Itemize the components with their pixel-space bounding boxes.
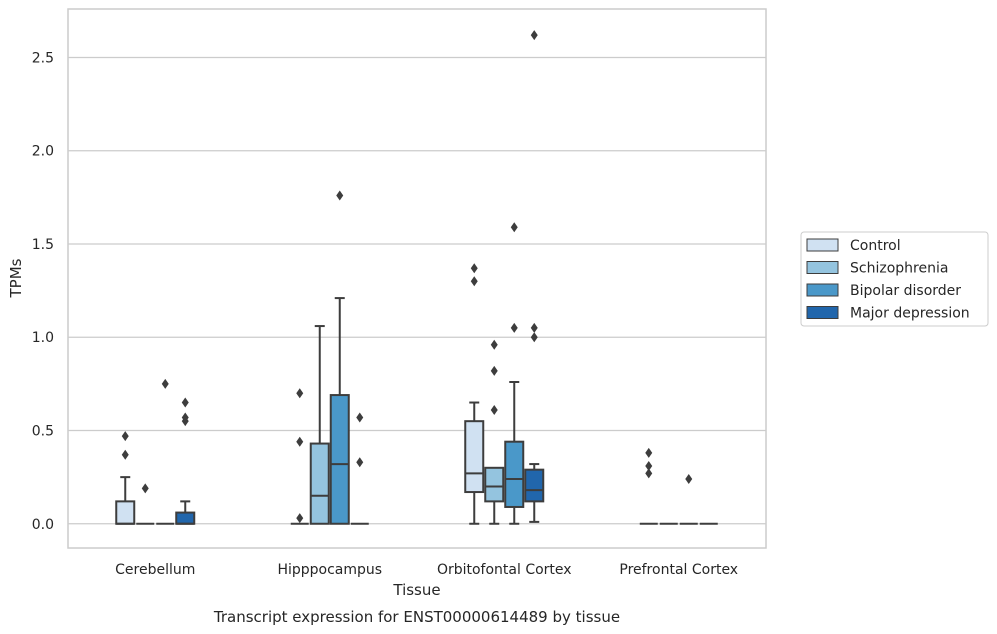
box-group [309, 325, 330, 525]
y-tick-label: 2.0 [32, 144, 54, 160]
box-group [679, 473, 698, 525]
outlier-point [510, 222, 518, 233]
outlier-point [685, 473, 693, 484]
outlier-point [181, 412, 189, 423]
box-group [524, 30, 545, 523]
box [329, 394, 350, 525]
outlier-point [645, 468, 653, 479]
legend-swatch [806, 238, 839, 252]
box-group [329, 190, 350, 525]
y-tick-label: 0.5 [32, 424, 54, 440]
outlier-point [490, 339, 498, 350]
box-group [136, 483, 155, 525]
legend-swatch [806, 261, 839, 274]
box-group [504, 222, 525, 525]
chart-title: Transcript expression for ENST0000061448… [213, 608, 620, 626]
box [115, 500, 136, 525]
outlier-point [510, 322, 518, 333]
outlier-point [121, 431, 129, 442]
box-group [115, 431, 136, 525]
box [309, 442, 330, 525]
box [175, 511, 196, 525]
box-group [484, 339, 505, 525]
plot-background [68, 9, 766, 548]
outlier-point [296, 436, 304, 447]
legend: Control Schizophrenia Bipolar disorder Majo… [800, 231, 989, 327]
legend-entry: Major depression [850, 306, 970, 322]
legend-frame [800, 231, 989, 327]
outlier-point [645, 447, 653, 458]
box-group [350, 412, 369, 525]
legend-entry: Bipolar disorder [850, 283, 961, 299]
x-tick-label: Cerebellum [115, 562, 195, 578]
x-tick-labels: Cerebellum Hipppocampus Orbitofontal Corte… [115, 562, 738, 578]
box [504, 440, 525, 508]
outlier-point [356, 457, 364, 468]
outlier-point [490, 404, 498, 415]
legend-entry: Control [850, 238, 901, 254]
box-group [464, 263, 485, 525]
box [524, 468, 545, 503]
outlier-point [645, 460, 653, 471]
x-tick-label: Orbitofontal Cortex [437, 562, 572, 578]
outlier-point [296, 513, 304, 524]
outlier-point [356, 412, 364, 423]
box-group [290, 388, 309, 525]
outlier-point [296, 388, 304, 399]
outlier-point [490, 365, 498, 376]
outlier-point [181, 397, 189, 408]
outlier-point [121, 449, 129, 460]
series-schizophrenia [136, 325, 678, 525]
outlier-point [530, 322, 538, 333]
box-group [639, 447, 658, 525]
legend-swatch [806, 306, 839, 319]
y-tick-label: 1.0 [32, 330, 54, 346]
box-group [175, 397, 196, 525]
y-tick-labels: 0.0 0.5 1.0 1.5 2.0 2.5 [32, 50, 54, 532]
series-control [115, 263, 658, 525]
plot-frame [67, 8, 767, 549]
x-tick-label: Prefrontal Cortex [619, 562, 738, 578]
y-tick-label: 2.5 [32, 50, 54, 66]
legend-entry: Schizophrenia [850, 261, 948, 277]
series-bipolar-disorder [156, 190, 698, 525]
box-series [115, 30, 718, 525]
outlier-point [530, 332, 538, 343]
outlier-point [161, 378, 169, 389]
legend-swatch [806, 283, 839, 297]
box [464, 420, 485, 494]
y-axis-label: TPMs [7, 258, 25, 298]
y-tick-label: 1.5 [32, 237, 54, 253]
y-tick-label: 0.0 [32, 517, 54, 533]
box-group [156, 378, 175, 525]
outlier-point [336, 190, 344, 201]
outlier-point [470, 263, 478, 274]
outlier-point [141, 483, 149, 494]
x-tick-label: Hipppocampus [277, 562, 382, 578]
x-axis-label: Tissue [392, 581, 440, 599]
outlier-point [530, 30, 538, 41]
box [484, 466, 505, 503]
outlier-point [470, 276, 478, 287]
series-major-depression [175, 30, 718, 525]
